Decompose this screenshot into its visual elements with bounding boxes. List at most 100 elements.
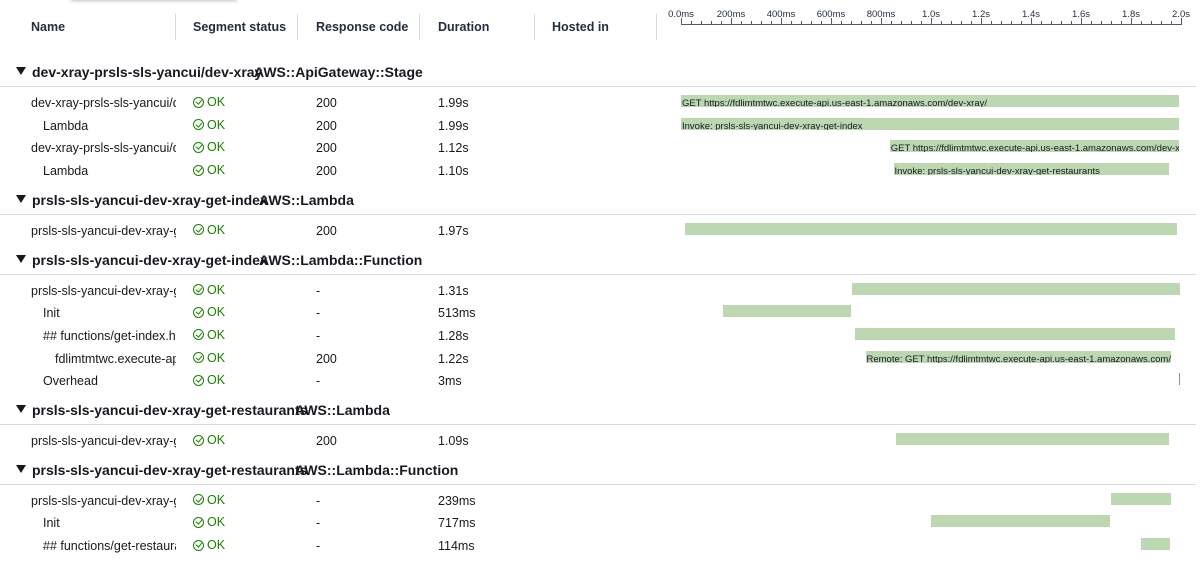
timeline-bar[interactable]: Remote: GET https://fdlimtmtwc.execute-a… <box>865 350 1171 363</box>
timeline-bar[interactable]: GET https://fdlimtmtwc.execute-api.us-ea… <box>681 95 1179 107</box>
collapse-caret-icon[interactable] <box>16 464 26 473</box>
timeline-bar[interactable] <box>1111 492 1171 505</box>
segment-name[interactable]: ## functions/get-index.handler <box>43 328 176 343</box>
timeline-minor-tick <box>701 21 702 25</box>
timeline-bar[interactable] <box>723 305 852 318</box>
check-circle-icon <box>193 224 204 236</box>
timeline-bar[interactable] <box>852 282 1180 295</box>
segment-name[interactable]: dev-xray-prsls-sls-yancui/dev-xray <box>31 141 176 156</box>
column-header-hosted-in[interactable]: Hosted in <box>552 20 609 34</box>
timeline-minor-tick <box>811 21 812 25</box>
segment-row[interactable]: ## functions/get-restaurants.handler OK - 1… <box>0 535 1200 557</box>
timeline-minor-tick <box>801 21 802 25</box>
segment-status-text: OK <box>207 433 226 447</box>
check-circle-icon <box>193 141 204 153</box>
segment-row[interactable]: Init OK - 717ms <box>0 512 1200 534</box>
group-header[interactable]: prsls-sls-yancui-dev-xray-get-index AWS::… <box>0 250 1196 275</box>
group-header[interactable]: prsls-sls-yancui-dev-xray-get-index AWS::… <box>0 190 1196 215</box>
segment-duration: 3ms <box>438 374 462 389</box>
column-header-duration[interactable]: Duration <box>438 20 490 34</box>
segment-name[interactable]: dev-xray-prsls-sls-yancui/dev-xray <box>31 96 176 110</box>
column-divider[interactable] <box>419 14 420 40</box>
segment-status-text: OK <box>207 492 226 507</box>
segment-name[interactable]: prsls-sls-yancui-dev-xray-get-index <box>31 283 176 298</box>
timeline-bar[interactable] <box>684 222 1178 235</box>
segment-name[interactable]: fdlimtmtwc.execute-api.us-east-1.amazona… <box>55 351 176 366</box>
check-circle-icon <box>193 374 204 386</box>
segment-row[interactable]: Lambda OK 200 1.10s Invoke: prsls-sls-yancui… <box>0 160 1200 182</box>
column-divider[interactable] <box>656 14 657 40</box>
segment-name[interactable]: Overhead <box>43 374 98 389</box>
group-header[interactable]: prsls-sls-yancui-dev-xray-get-restaurant… <box>0 460 1196 485</box>
timeline-tick-label: 1.0s <box>922 9 940 20</box>
timeline-minor-tick <box>971 21 972 25</box>
timeline-minor-tick <box>721 21 722 25</box>
segment-duration: 717ms <box>438 516 476 531</box>
segment-name[interactable]: prsls-sls-yancui-dev-xray-get-restaurant… <box>31 493 176 508</box>
timeline-bar[interactable] <box>1141 538 1170 551</box>
segment-row[interactable]: Lambda OK 200 1.99s Invoke: prsls-sls-yancui… <box>0 115 1200 137</box>
response-code: - <box>316 306 321 321</box>
segment-name[interactable]: Init <box>43 516 60 531</box>
segment-row[interactable]: fdlimtmtwc.execute-api.us-east-1.amazona… <box>0 348 1200 370</box>
timeline-tick-label: 0.0ms <box>668 9 694 20</box>
timeline-tick <box>881 18 882 25</box>
response-code: - <box>316 516 321 531</box>
collapse-caret-icon[interactable] <box>16 67 26 75</box>
segment-row[interactable]: prsls-sls-yancui-dev-xray-get-restaurant… <box>0 430 1200 452</box>
timeline-bar-label: GET https://fdlimtmtwc.execute-api.us-ea… <box>682 98 987 107</box>
collapse-caret-icon[interactable] <box>16 405 26 413</box>
check-circle-icon <box>193 164 204 176</box>
segment-name[interactable]: prsls-sls-yancui-dev-xray-get-index <box>31 223 176 238</box>
segment-duration: 114ms <box>438 539 475 554</box>
collapse-caret-icon[interactable] <box>16 254 26 263</box>
collapse-caret-icon[interactable] <box>16 194 26 203</box>
segment-row[interactable]: prsls-sls-yancui-dev-xray-get-index OK 200… <box>0 220 1200 242</box>
group-header[interactable]: prsls-sls-yancui-dev-xray-get-restaurant… <box>0 400 1196 425</box>
timeline-bar[interactable] <box>896 433 1169 445</box>
timeline-bar[interactable]: Invoke: prsls-sls-yancui-dev-xray-get-re… <box>893 163 1169 176</box>
segment-status-text: OK <box>207 163 226 178</box>
column-divider[interactable] <box>175 14 176 40</box>
column-header-segment-status[interactable]: Segment status <box>193 20 287 34</box>
column-divider[interactable] <box>297 14 298 40</box>
segment-row[interactable]: prsls-sls-yancui-dev-xray-get-index OK - 1.… <box>0 280 1200 302</box>
segment-duration: 1.09s <box>438 434 469 448</box>
group-header[interactable]: dev-xray-prsls-sls-yancui/dev-xray AWS::A… <box>0 62 1196 87</box>
timeline-bar[interactable]: Invoke: prsls-sls-yancui-dev-xray-get-in… <box>681 117 1179 130</box>
segment-name[interactable]: prsls-sls-yancui-dev-xray-get-restaurant… <box>31 434 176 448</box>
response-code: 200 <box>316 164 337 179</box>
segment-name[interactable]: Lambda <box>43 164 89 179</box>
segment-status-text: OK <box>207 117 226 132</box>
timeline-minor-tick <box>1001 21 1002 25</box>
segment-name[interactable]: Lambda <box>43 118 89 133</box>
response-code: 200 <box>316 434 337 448</box>
timeline-minor-tick <box>871 21 872 25</box>
timeline-bar[interactable] <box>1179 373 1181 386</box>
segment-status-text: OK <box>207 350 226 365</box>
column-divider[interactable] <box>534 14 535 40</box>
timeline-bar[interactable] <box>854 327 1175 340</box>
timeline-tick <box>831 18 832 25</box>
timeline-tick <box>781 18 782 25</box>
timeline-bar[interactable]: GET https://fdlimtmtwc.execute-api.us-ea… <box>889 140 1179 153</box>
timeline-minor-tick <box>761 21 762 25</box>
column-header-name[interactable]: Name <box>31 20 66 34</box>
column-header-response-code[interactable]: Response code <box>316 20 409 34</box>
segment-name[interactable]: Init <box>43 306 60 321</box>
segment-name[interactable]: ## functions/get-restaurants.handler <box>43 539 176 554</box>
segment-row[interactable]: ## functions/get-index.handler OK - 1.28s <box>0 325 1200 347</box>
timeline-tick <box>1131 18 1132 25</box>
timeline-minor-tick <box>711 21 712 25</box>
timeline-tick <box>681 18 682 25</box>
segment-row[interactable]: Init OK - 513ms <box>0 302 1200 324</box>
segment-duration: 1.12s <box>438 141 469 156</box>
segment-row[interactable]: dev-xray-prsls-sls-yancui/dev-xray OK 200 1… <box>0 92 1200 114</box>
group-type: AWS::Lambda::Function <box>295 461 459 478</box>
segment-duration: 513ms <box>438 306 476 321</box>
timeline-tick <box>1181 18 1182 25</box>
segment-row[interactable]: Overhead OK - 3ms <box>0 370 1200 392</box>
segment-row[interactable]: dev-xray-prsls-sls-yancui/dev-xray OK 200 1… <box>0 137 1200 159</box>
segment-row[interactable]: prsls-sls-yancui-dev-xray-get-restaurant… <box>0 490 1200 512</box>
timeline-bar[interactable] <box>931 515 1111 528</box>
